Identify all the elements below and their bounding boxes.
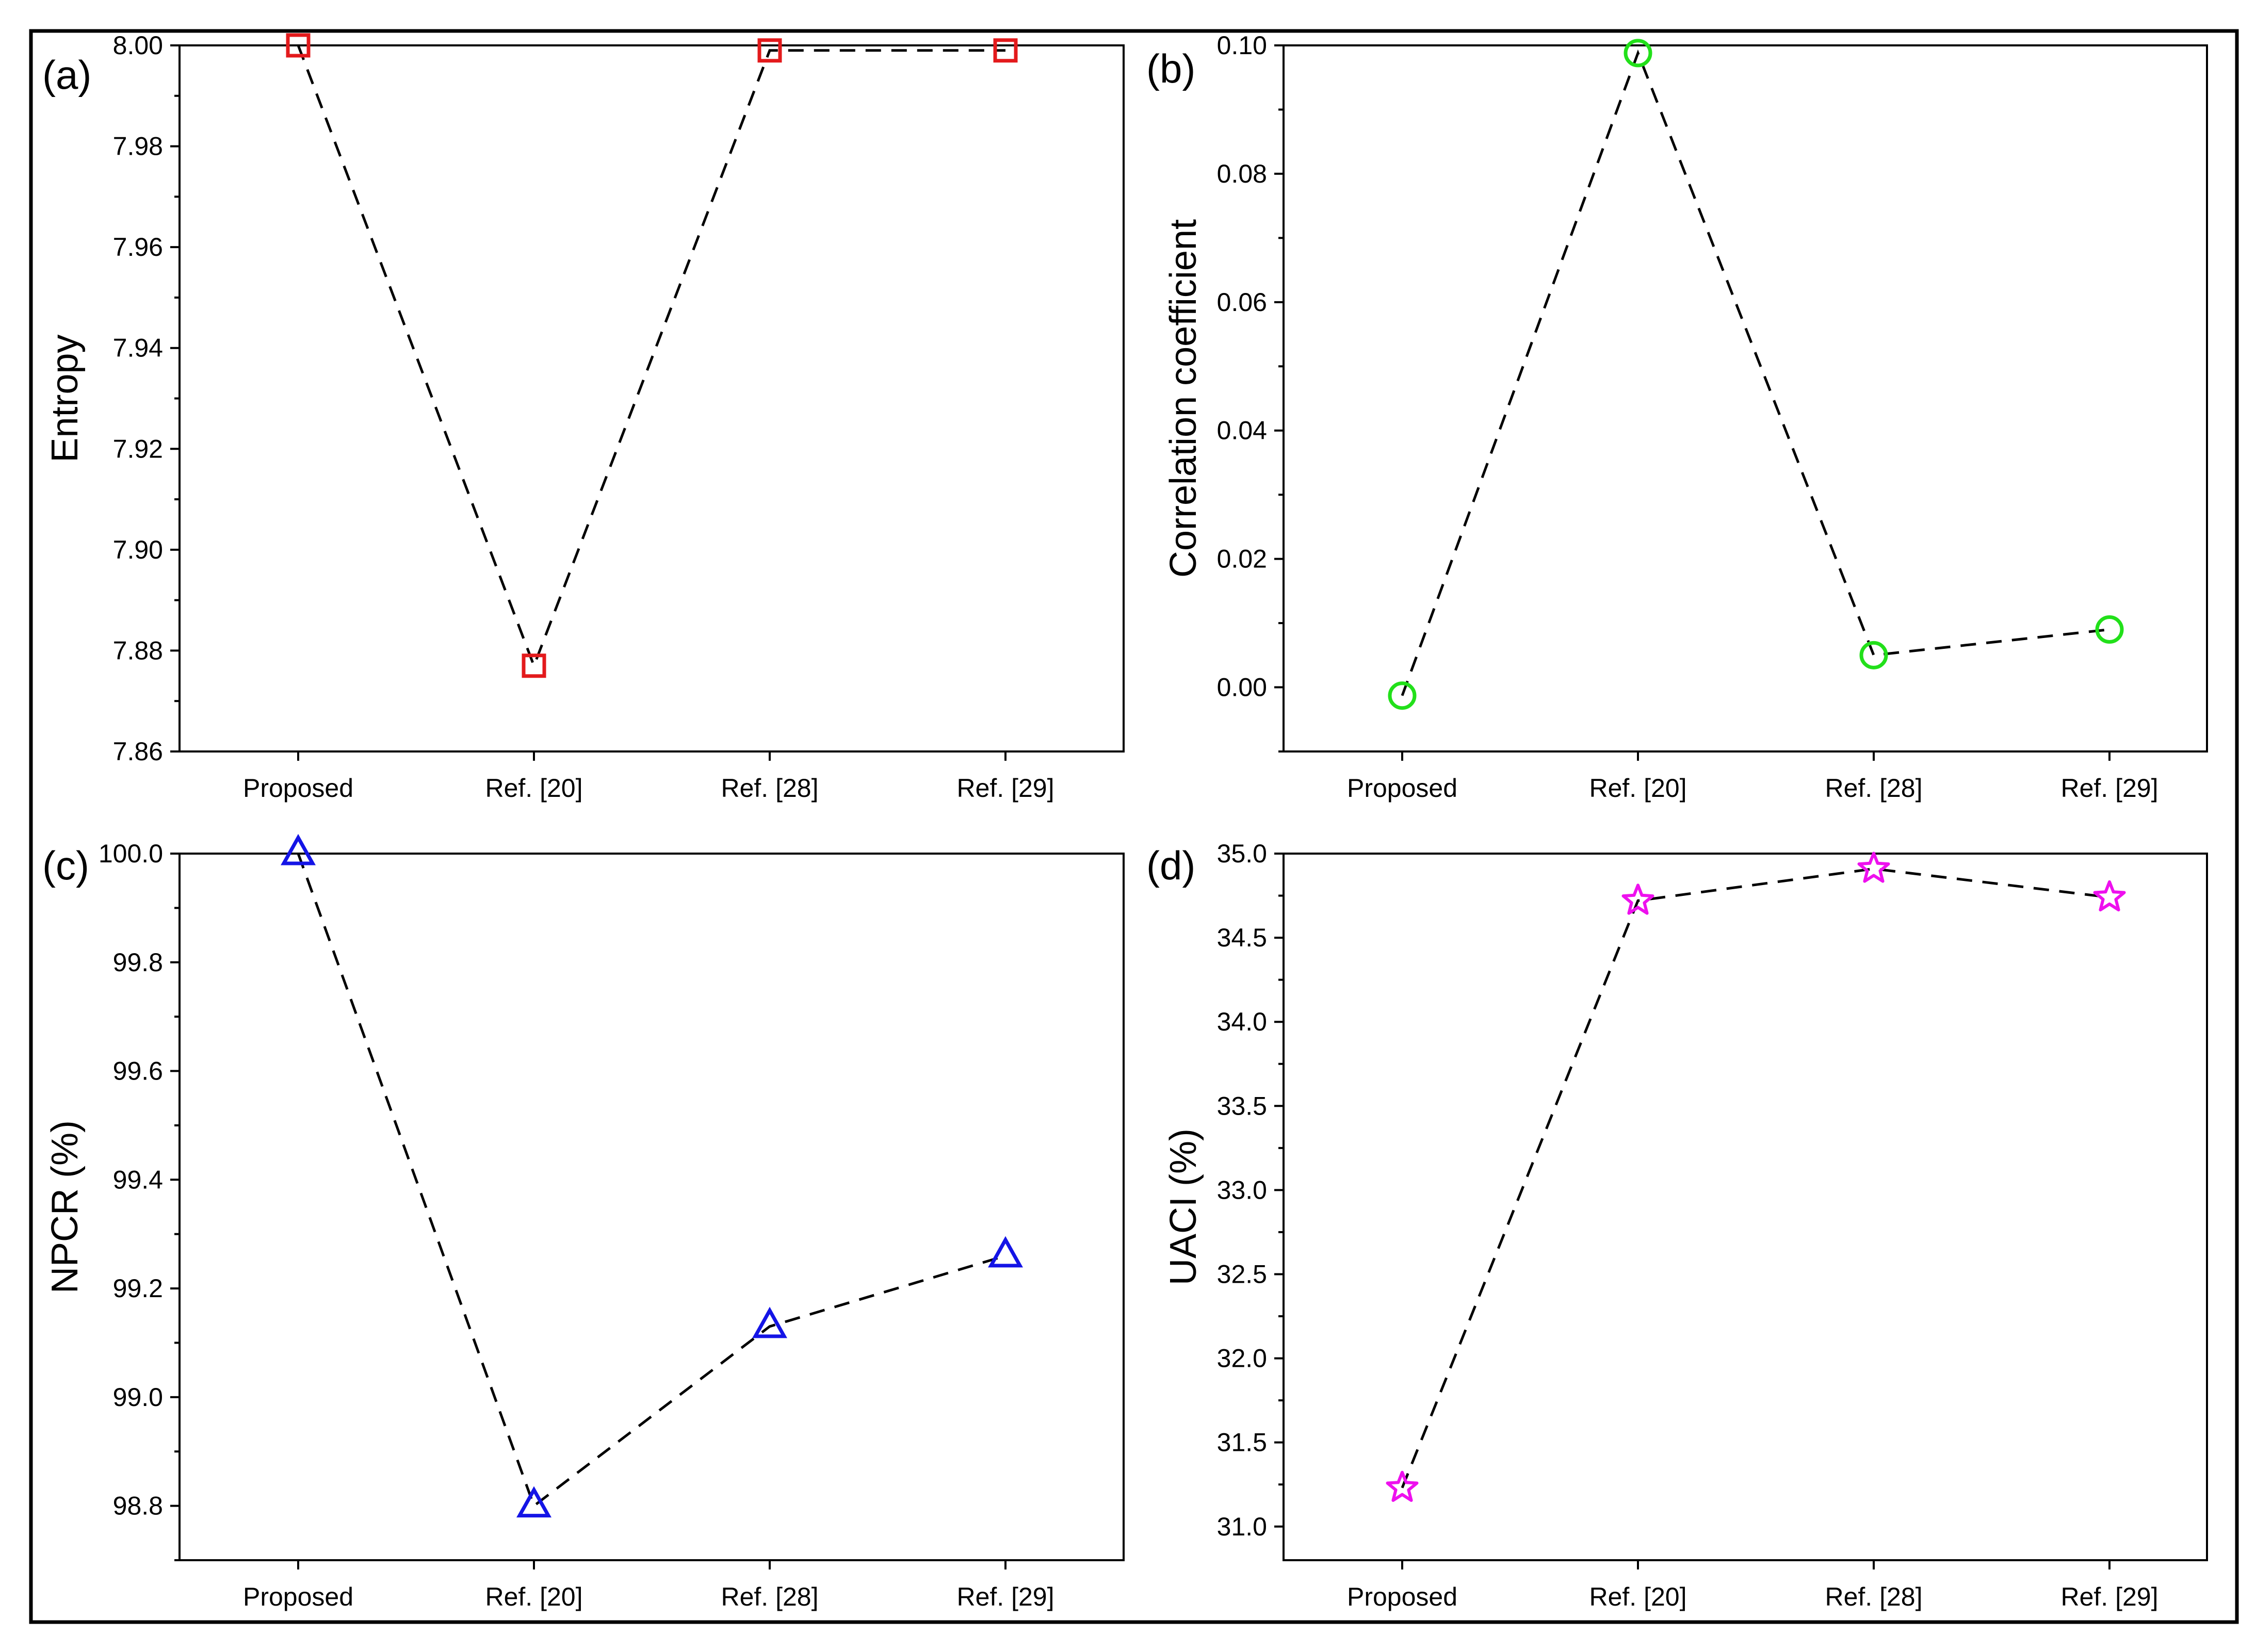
y-tick-label: 33.0	[1217, 1175, 1267, 1204]
x-tick-label: Ref. [20]	[485, 1582, 583, 1611]
x-tick-label: Ref. [20]	[485, 774, 583, 803]
data-point-circle-1	[1624, 39, 1652, 68]
x-tick-label: Ref. [29]	[2061, 774, 2158, 803]
data-point-triangle-0	[281, 833, 316, 865]
data-point-circle-0	[1388, 681, 1417, 710]
x-tick-label: Ref. [29]	[957, 1582, 1054, 1611]
y-tick-label: 7.88	[113, 636, 163, 665]
y-tick-label: 99.6	[113, 1057, 163, 1086]
y-tick-label: 34.0	[1217, 1007, 1267, 1036]
plot-frame	[1283, 853, 2208, 1561]
y-tick-label: 0.02	[1217, 545, 1267, 574]
y-axis-title: Entropy	[44, 334, 86, 462]
series-line	[1401, 867, 2110, 1489]
y-tick-label: 31.0	[1217, 1512, 1267, 1541]
data-point-triangle-1	[516, 1486, 551, 1518]
data-point-star-1	[1621, 884, 1654, 915]
series-line	[1401, 49, 2110, 696]
x-tick-label: Ref. [20]	[1589, 774, 1687, 803]
data-point-star-2	[1857, 852, 1890, 883]
x-tick-label: Ref. [28]	[721, 1582, 819, 1611]
panel-label: (a)	[42, 52, 91, 97]
y-tick-label: 0.04	[1217, 416, 1267, 445]
panel-label: (b)	[1146, 46, 1195, 91]
x-tick-label: Ref. [28]	[721, 774, 819, 803]
panel-label: (d)	[1146, 843, 1195, 888]
x-tick-label: Ref. [28]	[1825, 774, 1923, 803]
chart-panel-d: 31.0 31.5 32.0 32.5 33.0 33.5 34.0 34.5 35.0 Prop…	[1146, 839, 2208, 1611]
x-tick-label: Ref. [20]	[1589, 1582, 1687, 1611]
x-tick-label: Proposed	[1347, 1582, 1457, 1611]
chart-panel-a: 7.86 7.88 7.90 7.92 7.94 7.96 7.98 8.00 Proposed…	[42, 31, 1125, 803]
data-point-square-3	[993, 38, 1018, 63]
data-point-triangle-3	[988, 1236, 1023, 1268]
y-tick-label: 7.94	[113, 334, 163, 363]
data-point-circle-2	[1859, 641, 1888, 669]
y-tick-label: 99.2	[113, 1274, 163, 1303]
y-tick-label: 33.5	[1217, 1091, 1267, 1120]
y-tick-label: 99.8	[113, 948, 163, 977]
y-tick-label: 0.08	[1217, 159, 1267, 188]
data-point-star-3	[2093, 880, 2126, 912]
x-tick-label: Proposed	[243, 1582, 353, 1611]
y-tick-label: 7.96	[113, 233, 163, 261]
x-tick-label: Proposed	[243, 774, 353, 803]
y-tick-label: 99.4	[113, 1165, 163, 1194]
data-point-triangle-2	[752, 1306, 787, 1338]
x-tick-label: Ref. [29]	[2061, 1582, 2158, 1611]
chart-panel-c: 98.8 99.0 99.2 99.4 99.6 99.8 100.0 Proposed Ref…	[42, 833, 1125, 1611]
y-axis-title: Correlation coefficient	[1163, 219, 1204, 578]
y-tick-label: 7.98	[113, 132, 163, 161]
y-tick-label: 31.5	[1217, 1428, 1267, 1457]
y-tick-label: 0.06	[1217, 288, 1267, 317]
y-tick-label: 35.0	[1217, 839, 1267, 868]
y-tick-label: 34.5	[1217, 923, 1267, 952]
figure-border	[29, 29, 2239, 1624]
y-tick-label: 100.0	[99, 839, 163, 868]
series-line	[297, 45, 1005, 669]
y-tick-label: 7.86	[113, 737, 163, 766]
panel-label: (c)	[42, 843, 89, 888]
chart-panel-b: 0.00 0.02 0.04 0.06 0.08 0.10 Proposed Ref. [20…	[1146, 31, 2208, 803]
data-point-square-0	[286, 33, 311, 58]
y-tick-label: 32.5	[1217, 1260, 1267, 1288]
y-tick-label: 0.10	[1217, 31, 1267, 60]
data-point-star-0	[1386, 1470, 1419, 1502]
y-tick-label: 7.90	[113, 535, 163, 564]
series-line	[297, 853, 1006, 1508]
y-axis-title: UACI (%)	[1163, 1128, 1204, 1285]
data-point-square-1	[522, 653, 546, 678]
y-tick-label: 32.0	[1217, 1344, 1267, 1373]
data-point-circle-3	[2095, 615, 2124, 644]
data-point-square-2	[757, 38, 782, 63]
y-axis-title: NPCR (%)	[44, 1120, 86, 1294]
y-tick-label: 99.0	[113, 1383, 163, 1412]
y-tick-label: 7.92	[113, 434, 163, 463]
x-tick-label: Ref. [28]	[1825, 1582, 1923, 1611]
plot-frame	[178, 853, 1125, 1561]
plot-frame	[1283, 44, 2208, 753]
y-tick-label: 8.00	[113, 31, 163, 60]
x-tick-label: Proposed	[1347, 774, 1457, 803]
y-tick-label: 98.8	[113, 1492, 163, 1520]
y-tick-label: 0.00	[1217, 673, 1267, 702]
x-tick-label: Ref. [29]	[957, 774, 1054, 803]
